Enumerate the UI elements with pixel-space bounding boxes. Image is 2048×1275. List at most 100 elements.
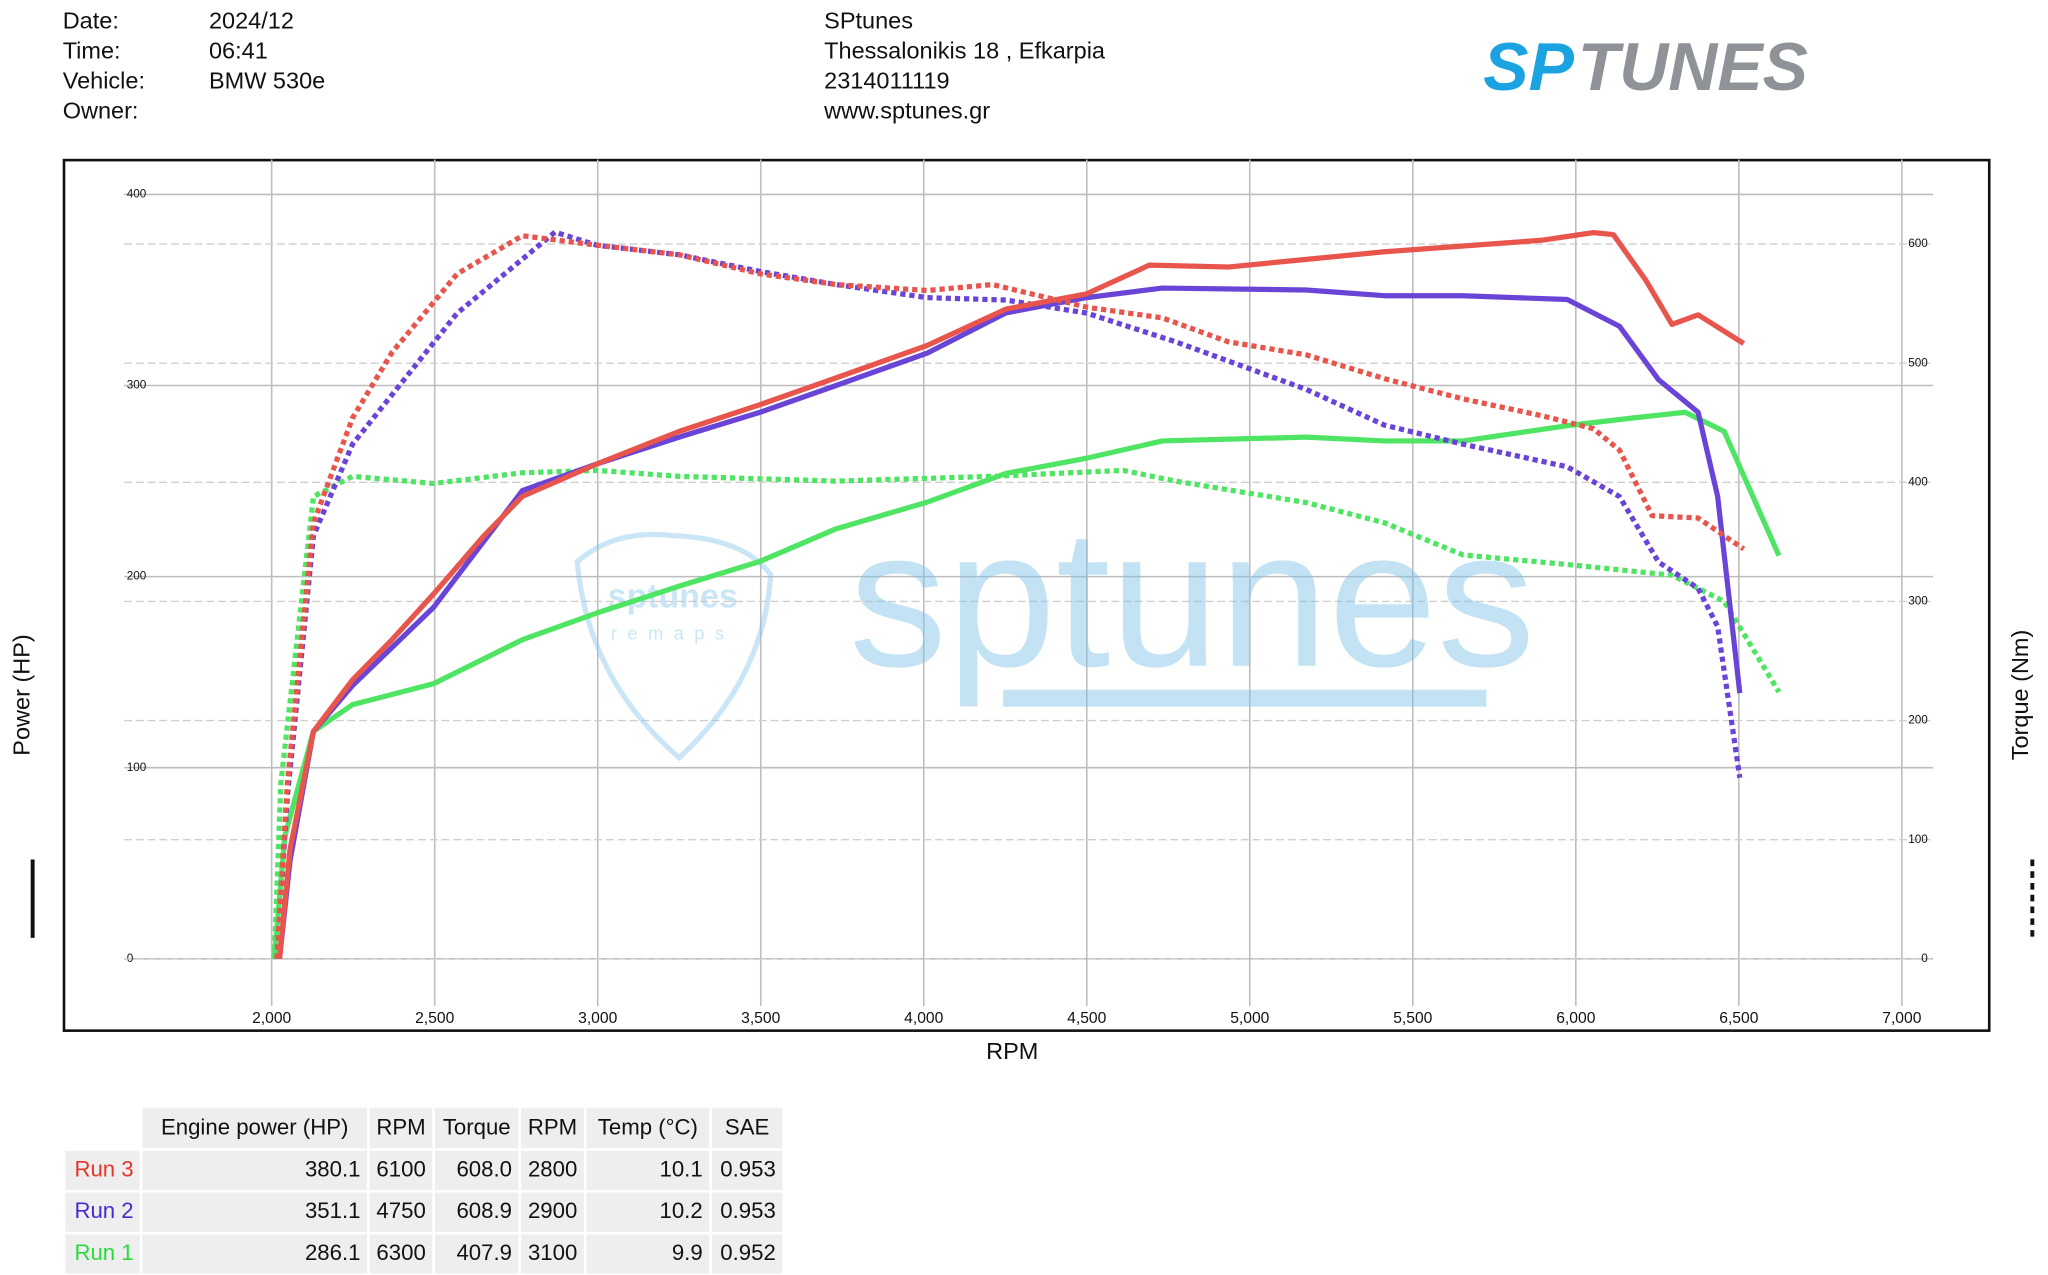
run-name: Run 2 [74,1198,133,1223]
watermark-small: sptunes [608,577,738,615]
field-value: 2024/12 [209,8,294,34]
cell-text: 0.952 [720,1240,776,1265]
cell-text: 608.0 [456,1156,512,1181]
watermark-bar [1003,689,1487,707]
logo-left: SP [1483,30,1574,105]
cell-text: 2900 [528,1198,577,1223]
header-cell [142,1107,368,1149]
cell-text: 380.1 [305,1156,361,1181]
data-cell [711,1192,783,1232]
x-tick-label: 5,000 [1230,1010,1269,1027]
y-axis-label: Power (HP) [9,634,35,755]
data-cell [142,1150,368,1190]
header-text: Engine power (HP) [161,1114,348,1139]
field-value: BMW 530e [209,68,325,94]
header: Date: 2024/12 Time: 06:41 Vehicle: BMW 530e Ow… [63,8,1106,124]
name-cell [65,1150,140,1190]
data-cell [369,1150,433,1190]
x-tick-label: 3,000 [578,1010,617,1027]
cell-text: 2800 [528,1156,577,1181]
header-cell [586,1107,710,1149]
cell-text: 0.953 [720,1156,776,1181]
plot [271,229,1782,960]
data-cell [369,1234,433,1274]
x-tick-label: 6,000 [1556,1010,1595,1027]
header-cell [521,1107,584,1149]
y-tick-label: 300 [127,379,147,392]
cell-text: 407.9 [456,1240,512,1265]
shop-line: 2314011119 [824,68,949,94]
field-value: 06:41 [209,38,268,64]
shop-line: SPtunes [824,8,913,34]
header-cell [369,1107,433,1149]
y2-tick-label: 200 [1908,714,1928,727]
header-text: Torque [443,1114,511,1139]
y-tick-label: 400 [127,188,147,201]
data-cell [142,1192,368,1232]
header-cell [711,1107,783,1149]
name-cell [65,1192,140,1232]
cell-text: 10.1 [660,1156,703,1181]
watermark: sptunes remaps sptunes [574,489,1535,762]
x-tick-label: 2,500 [415,1010,454,1027]
power-line [271,409,1782,960]
x-tick-label: 2,000 [252,1010,291,1027]
y2-tick-label: 100 [1908,833,1928,846]
x-tick-label: 6,500 [1719,1010,1758,1027]
data-cell [369,1192,433,1232]
field-label: Time: [63,38,121,64]
cell-text: 0.953 [720,1198,776,1223]
y2-axis-label: Torque (Nm) [2007,630,2033,761]
data-cell [586,1150,710,1190]
shop-line: www.sptunes.gr [823,98,990,124]
data-cell [521,1234,584,1274]
x-tick-label: 4,500 [1067,1010,1106,1027]
y-tick-label: 200 [127,570,147,583]
run-name: Run 1 [74,1240,133,1265]
data-cell [711,1234,783,1274]
header-text: Temp (°C) [598,1114,698,1139]
watermark-shield [574,531,774,762]
watermark-big: sptunes [849,489,1535,708]
power-line [276,230,1746,960]
data-cell [142,1234,368,1274]
data-cell [434,1234,519,1274]
header-text: RPM [376,1114,425,1139]
y2-tick-label: 0 [1921,952,1928,965]
cell-text: 351.1 [305,1198,361,1223]
x-tick-label: 3,500 [741,1010,780,1027]
header-text: RPM [528,1114,577,1139]
cell-text: 6100 [376,1156,425,1181]
torque-line [274,229,1743,959]
cell-text: 9.9 [672,1240,703,1265]
cell-text: 6300 [376,1240,425,1265]
y2-tick-label: 500 [1908,356,1928,369]
field-label: Vehicle: [63,68,145,94]
cell-text: 286.1 [305,1240,361,1265]
grid: 2,000 2,500 3,000 3,500 4,000 4,500 5,000 5,500… [124,159,1934,1027]
data-cell [434,1150,519,1190]
y-tick-label: 100 [127,761,147,774]
cell-text: 4750 [376,1198,425,1223]
data-cell [711,1150,783,1190]
data-cell [434,1192,519,1232]
y2-tick-label: 400 [1908,475,1928,488]
results-table: Engine power (HP) RPM Torque RPM Temp (°C) SA… [65,1107,783,1274]
field-label: Owner: [63,98,139,124]
x-tick-label: 7,000 [1882,1010,1921,1027]
data-cell [521,1192,584,1232]
x-tick-label: 4,000 [904,1010,943,1027]
cell-text: 3100 [528,1240,577,1265]
data-cell [586,1192,710,1232]
x-tick-label: 5,500 [1393,1010,1432,1027]
shop-line: Thessalonikis 18 , Efkarpia [824,38,1106,64]
header-cell [434,1107,519,1149]
header-text: SAE [725,1114,769,1139]
y2-tick-label: 300 [1908,595,1928,608]
name-cell [65,1234,140,1274]
watermark-sub: remaps [611,623,735,644]
run-name: Run 3 [74,1156,133,1181]
data-cell [586,1234,710,1274]
data-cell [521,1150,584,1190]
